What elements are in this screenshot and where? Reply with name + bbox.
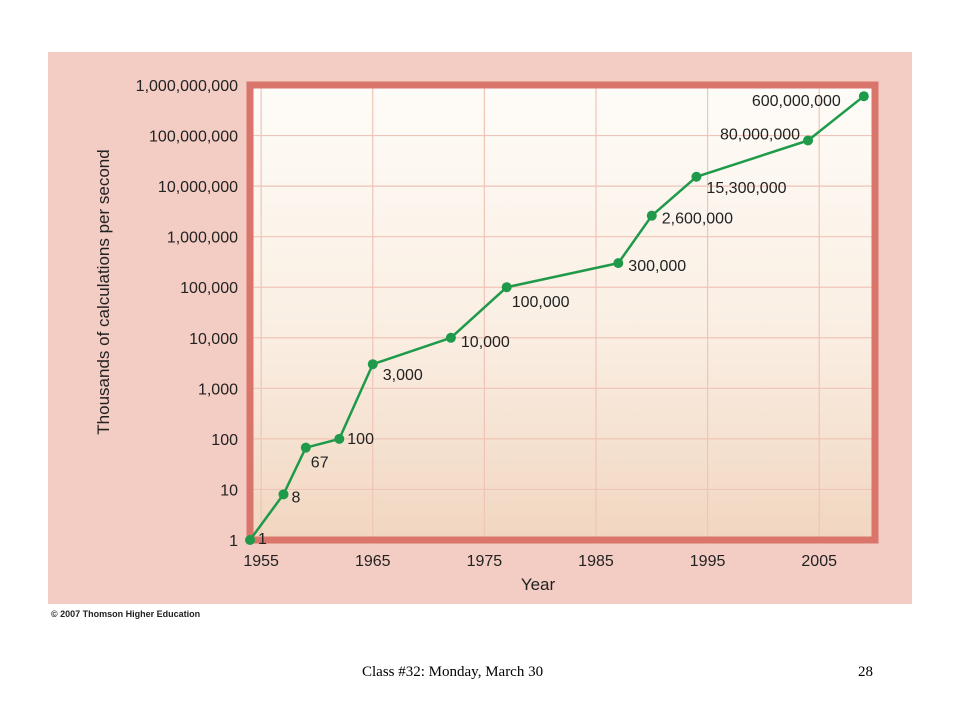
data-point — [646, 210, 657, 221]
y-tick-label: 1 — [229, 533, 238, 550]
data-label: 8 — [291, 489, 300, 506]
data-label: 67 — [311, 455, 329, 472]
series-line — [248, 95, 865, 541]
x-axis-label: Year — [521, 575, 556, 594]
y-tick-label: 10,000,000 — [158, 179, 238, 196]
data-label: 15,300,000 — [706, 180, 786, 197]
data-point — [803, 135, 814, 146]
data-point — [613, 258, 624, 269]
data-point — [501, 282, 512, 293]
data-point — [300, 442, 311, 453]
y-tick-label: 100,000,000 — [149, 129, 238, 146]
data-point — [691, 171, 702, 182]
data-label: 1 — [258, 531, 267, 548]
data-label: 10,000 — [461, 334, 510, 351]
y-tick-label: 1,000 — [198, 381, 238, 398]
footer-class-date: Class #32: Monday, March 30 — [362, 664, 544, 680]
data-label: 2,600,000 — [662, 211, 733, 228]
plot-border — [246, 81, 879, 544]
y-tick-label: 1,000,000 — [167, 230, 238, 247]
y-axis-label: Thousands of calculations per second — [94, 149, 113, 434]
x-tick-label: 1995 — [690, 553, 726, 570]
data-label: 100,000 — [512, 294, 570, 311]
slide-number: 28 — [858, 664, 873, 680]
y-tick-label: 1,000,000,000 — [136, 78, 238, 95]
plot-area — [250, 85, 875, 540]
data-label: 80,000,000 — [720, 126, 800, 143]
data-label: 3,000 — [383, 367, 423, 384]
x-tick-label: 1985 — [578, 553, 614, 570]
data-point — [367, 359, 378, 370]
y-tick-label: 100,000 — [180, 280, 238, 297]
x-tick-label: 1955 — [243, 553, 279, 570]
data-point — [445, 332, 456, 343]
x-tick-label: 1965 — [355, 553, 391, 570]
data-label: 300,000 — [628, 258, 686, 275]
data-point — [278, 489, 289, 500]
x-tick-label: 1975 — [467, 553, 503, 570]
y-tick-label: 10,000 — [189, 331, 238, 348]
y-tick-label: 10 — [220, 482, 238, 499]
data-label: 100 — [347, 431, 374, 448]
y-tick-label: 100 — [211, 432, 238, 449]
x-tick-label: 2005 — [801, 553, 837, 570]
data-point — [858, 91, 869, 102]
copyright-text: © 2007 Thomson Higher Education — [51, 609, 200, 619]
data-point — [334, 433, 345, 444]
data-point — [245, 535, 255, 545]
data-label: 600,000,000 — [752, 93, 841, 110]
